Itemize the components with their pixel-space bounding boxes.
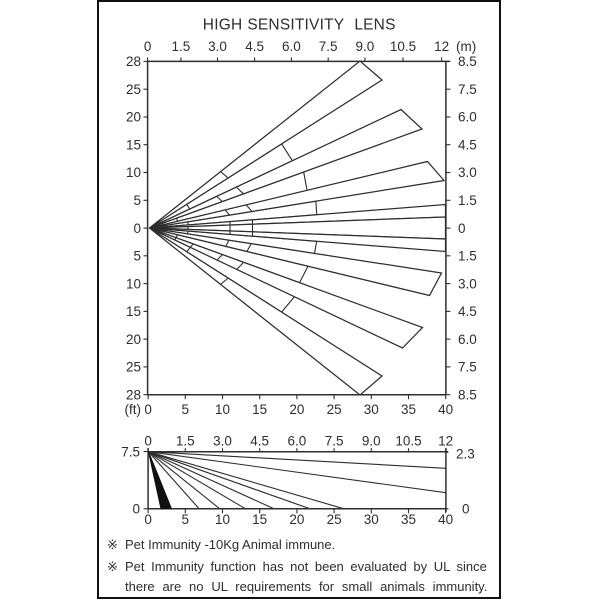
svg-text:10: 10	[215, 402, 230, 417]
svg-text:30: 30	[364, 402, 379, 417]
svg-text:0: 0	[133, 221, 141, 236]
svg-text:0: 0	[458, 221, 466, 236]
svg-text:4.5: 4.5	[245, 39, 264, 54]
svg-text:7.5: 7.5	[319, 39, 338, 54]
svg-text:10: 10	[126, 165, 141, 180]
svg-text:2.3: 2.3	[456, 447, 475, 462]
svg-text:9.0: 9.0	[356, 39, 375, 54]
svg-text:25: 25	[126, 82, 141, 97]
svg-text:※: ※	[107, 537, 118, 552]
svg-text:40: 40	[438, 512, 453, 527]
svg-text:8.5: 8.5	[458, 387, 477, 402]
svg-text:28: 28	[126, 54, 141, 69]
svg-text:0: 0	[132, 502, 140, 517]
svg-text:9.0: 9.0	[362, 434, 381, 449]
svg-text:7.5: 7.5	[325, 434, 344, 449]
svg-text:6.0: 6.0	[282, 39, 301, 54]
svg-text:10.5: 10.5	[395, 434, 421, 449]
svg-text:(m): (m)	[456, 39, 476, 54]
svg-text:1.5: 1.5	[458, 193, 477, 208]
svg-text:3.0: 3.0	[208, 39, 227, 54]
svg-text:25: 25	[327, 402, 342, 417]
svg-text:1.5: 1.5	[172, 39, 191, 54]
svg-text:5: 5	[133, 249, 141, 264]
svg-text:15: 15	[252, 512, 267, 527]
svg-text:40: 40	[438, 402, 453, 417]
svg-text:8.5: 8.5	[458, 54, 477, 69]
svg-text:5: 5	[182, 512, 190, 527]
svg-text:30: 30	[364, 512, 379, 527]
svg-text:3.0: 3.0	[458, 276, 477, 291]
svg-text:5: 5	[133, 193, 141, 208]
svg-text:5: 5	[182, 402, 190, 417]
svg-text:(ft): (ft)	[125, 402, 142, 417]
svg-text:4.5: 4.5	[250, 434, 269, 449]
svg-text:20: 20	[289, 512, 304, 527]
svg-text:25: 25	[126, 360, 141, 375]
svg-text:28: 28	[126, 387, 141, 402]
svg-text:3.0: 3.0	[213, 434, 232, 449]
svg-text:Pet Immunity function has not: Pet Immunity function has not been evalu…	[125, 559, 487, 574]
svg-text:15: 15	[126, 137, 141, 152]
svg-text:20: 20	[126, 110, 141, 125]
svg-text:10: 10	[215, 512, 230, 527]
svg-text:0: 0	[462, 502, 470, 517]
svg-text:0: 0	[144, 402, 152, 417]
svg-text:10: 10	[126, 276, 141, 291]
svg-text:7.5: 7.5	[458, 360, 477, 375]
svg-text:1.5: 1.5	[458, 249, 477, 264]
svg-text:20: 20	[126, 332, 141, 347]
svg-text:12: 12	[434, 39, 449, 54]
svg-text:Pet Immunity -10Kg Animal immu: Pet Immunity -10Kg Animal immune.	[125, 537, 335, 552]
svg-text:there are no UL requirements f: there are no UL requirements for small a…	[125, 579, 487, 594]
svg-text:35: 35	[401, 402, 416, 417]
svg-text:3.0: 3.0	[458, 165, 477, 180]
svg-text:35: 35	[401, 512, 416, 527]
svg-text:15: 15	[126, 304, 141, 319]
svg-text:12: 12	[438, 434, 453, 449]
svg-text:0: 0	[144, 434, 152, 449]
svg-text:0: 0	[144, 39, 152, 54]
svg-text:1.5: 1.5	[176, 434, 195, 449]
svg-text:4.5: 4.5	[458, 304, 477, 319]
svg-text:0: 0	[144, 512, 152, 527]
svg-text:10.5: 10.5	[390, 39, 416, 54]
svg-text:6.0: 6.0	[288, 434, 307, 449]
svg-text:7.5: 7.5	[458, 82, 477, 97]
svg-text:6.0: 6.0	[458, 110, 477, 125]
svg-text:7.5: 7.5	[121, 445, 140, 460]
svg-text:4.5: 4.5	[458, 137, 477, 152]
svg-text:25: 25	[327, 512, 342, 527]
svg-text:15: 15	[252, 402, 267, 417]
svg-text:6.0: 6.0	[458, 332, 477, 347]
svg-text:20: 20	[289, 402, 304, 417]
svg-text:※: ※	[107, 559, 118, 574]
